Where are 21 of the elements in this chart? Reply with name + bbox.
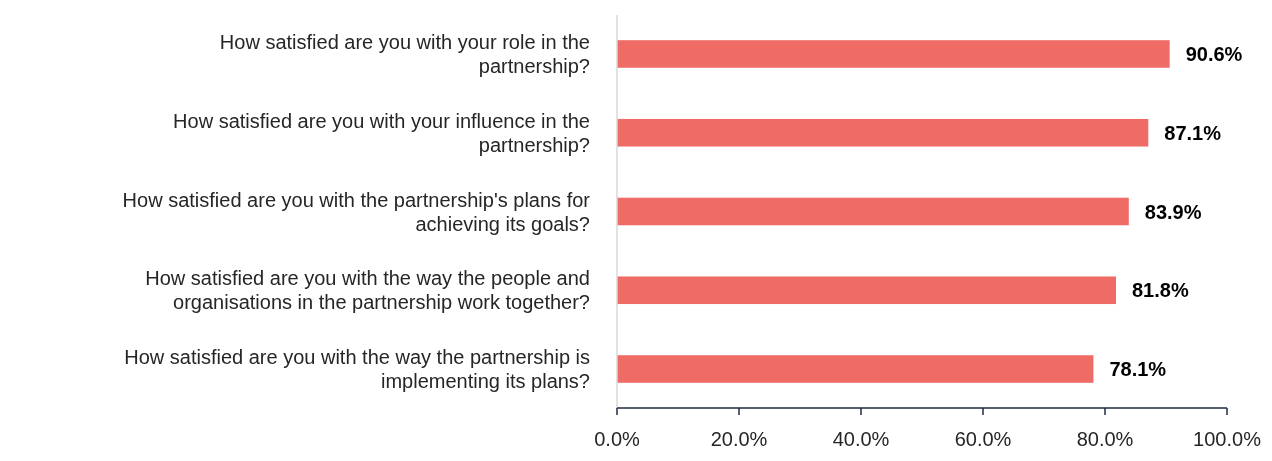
- bar: [617, 276, 1116, 305]
- data-label: 78.1%: [1109, 358, 1167, 381]
- x-tick-label: 0.0%: [594, 428, 641, 450]
- data-label: 83.9%: [1144, 200, 1202, 223]
- data-label: 81.8%: [1131, 279, 1189, 302]
- data-label: 90.6%: [1185, 42, 1243, 65]
- x-tick-label: 100.0%: [1193, 428, 1262, 450]
- y-tick-label: How satisfied are you with the way the partnership is implementing its plans?: [124, 346, 590, 393]
- y-tick-label: How satisfied are you with your role in the partnership?: [219, 30, 590, 77]
- x-tick-label: 80.0%: [1076, 428, 1134, 450]
- bar: [617, 355, 1094, 383]
- x-tick-label: 60.0%: [954, 428, 1012, 450]
- x-tick-label: 20.0%: [710, 428, 768, 450]
- bar: [617, 197, 1129, 226]
- y-tick-label: How satisfied are you with your influence in the partnership?: [173, 109, 590, 156]
- bar: [617, 40, 1170, 68]
- data-label: 87.1%: [1164, 121, 1222, 144]
- y-tick-label: How satisfied are you with the partnership's plans for achieving its goals?: [122, 188, 591, 235]
- y-tick-label: How satisfied are you with the way the people and organisations in the partnership work together?: [145, 267, 590, 314]
- x-tick-label: 40.0%: [832, 428, 890, 450]
- bar: [617, 118, 1149, 147]
